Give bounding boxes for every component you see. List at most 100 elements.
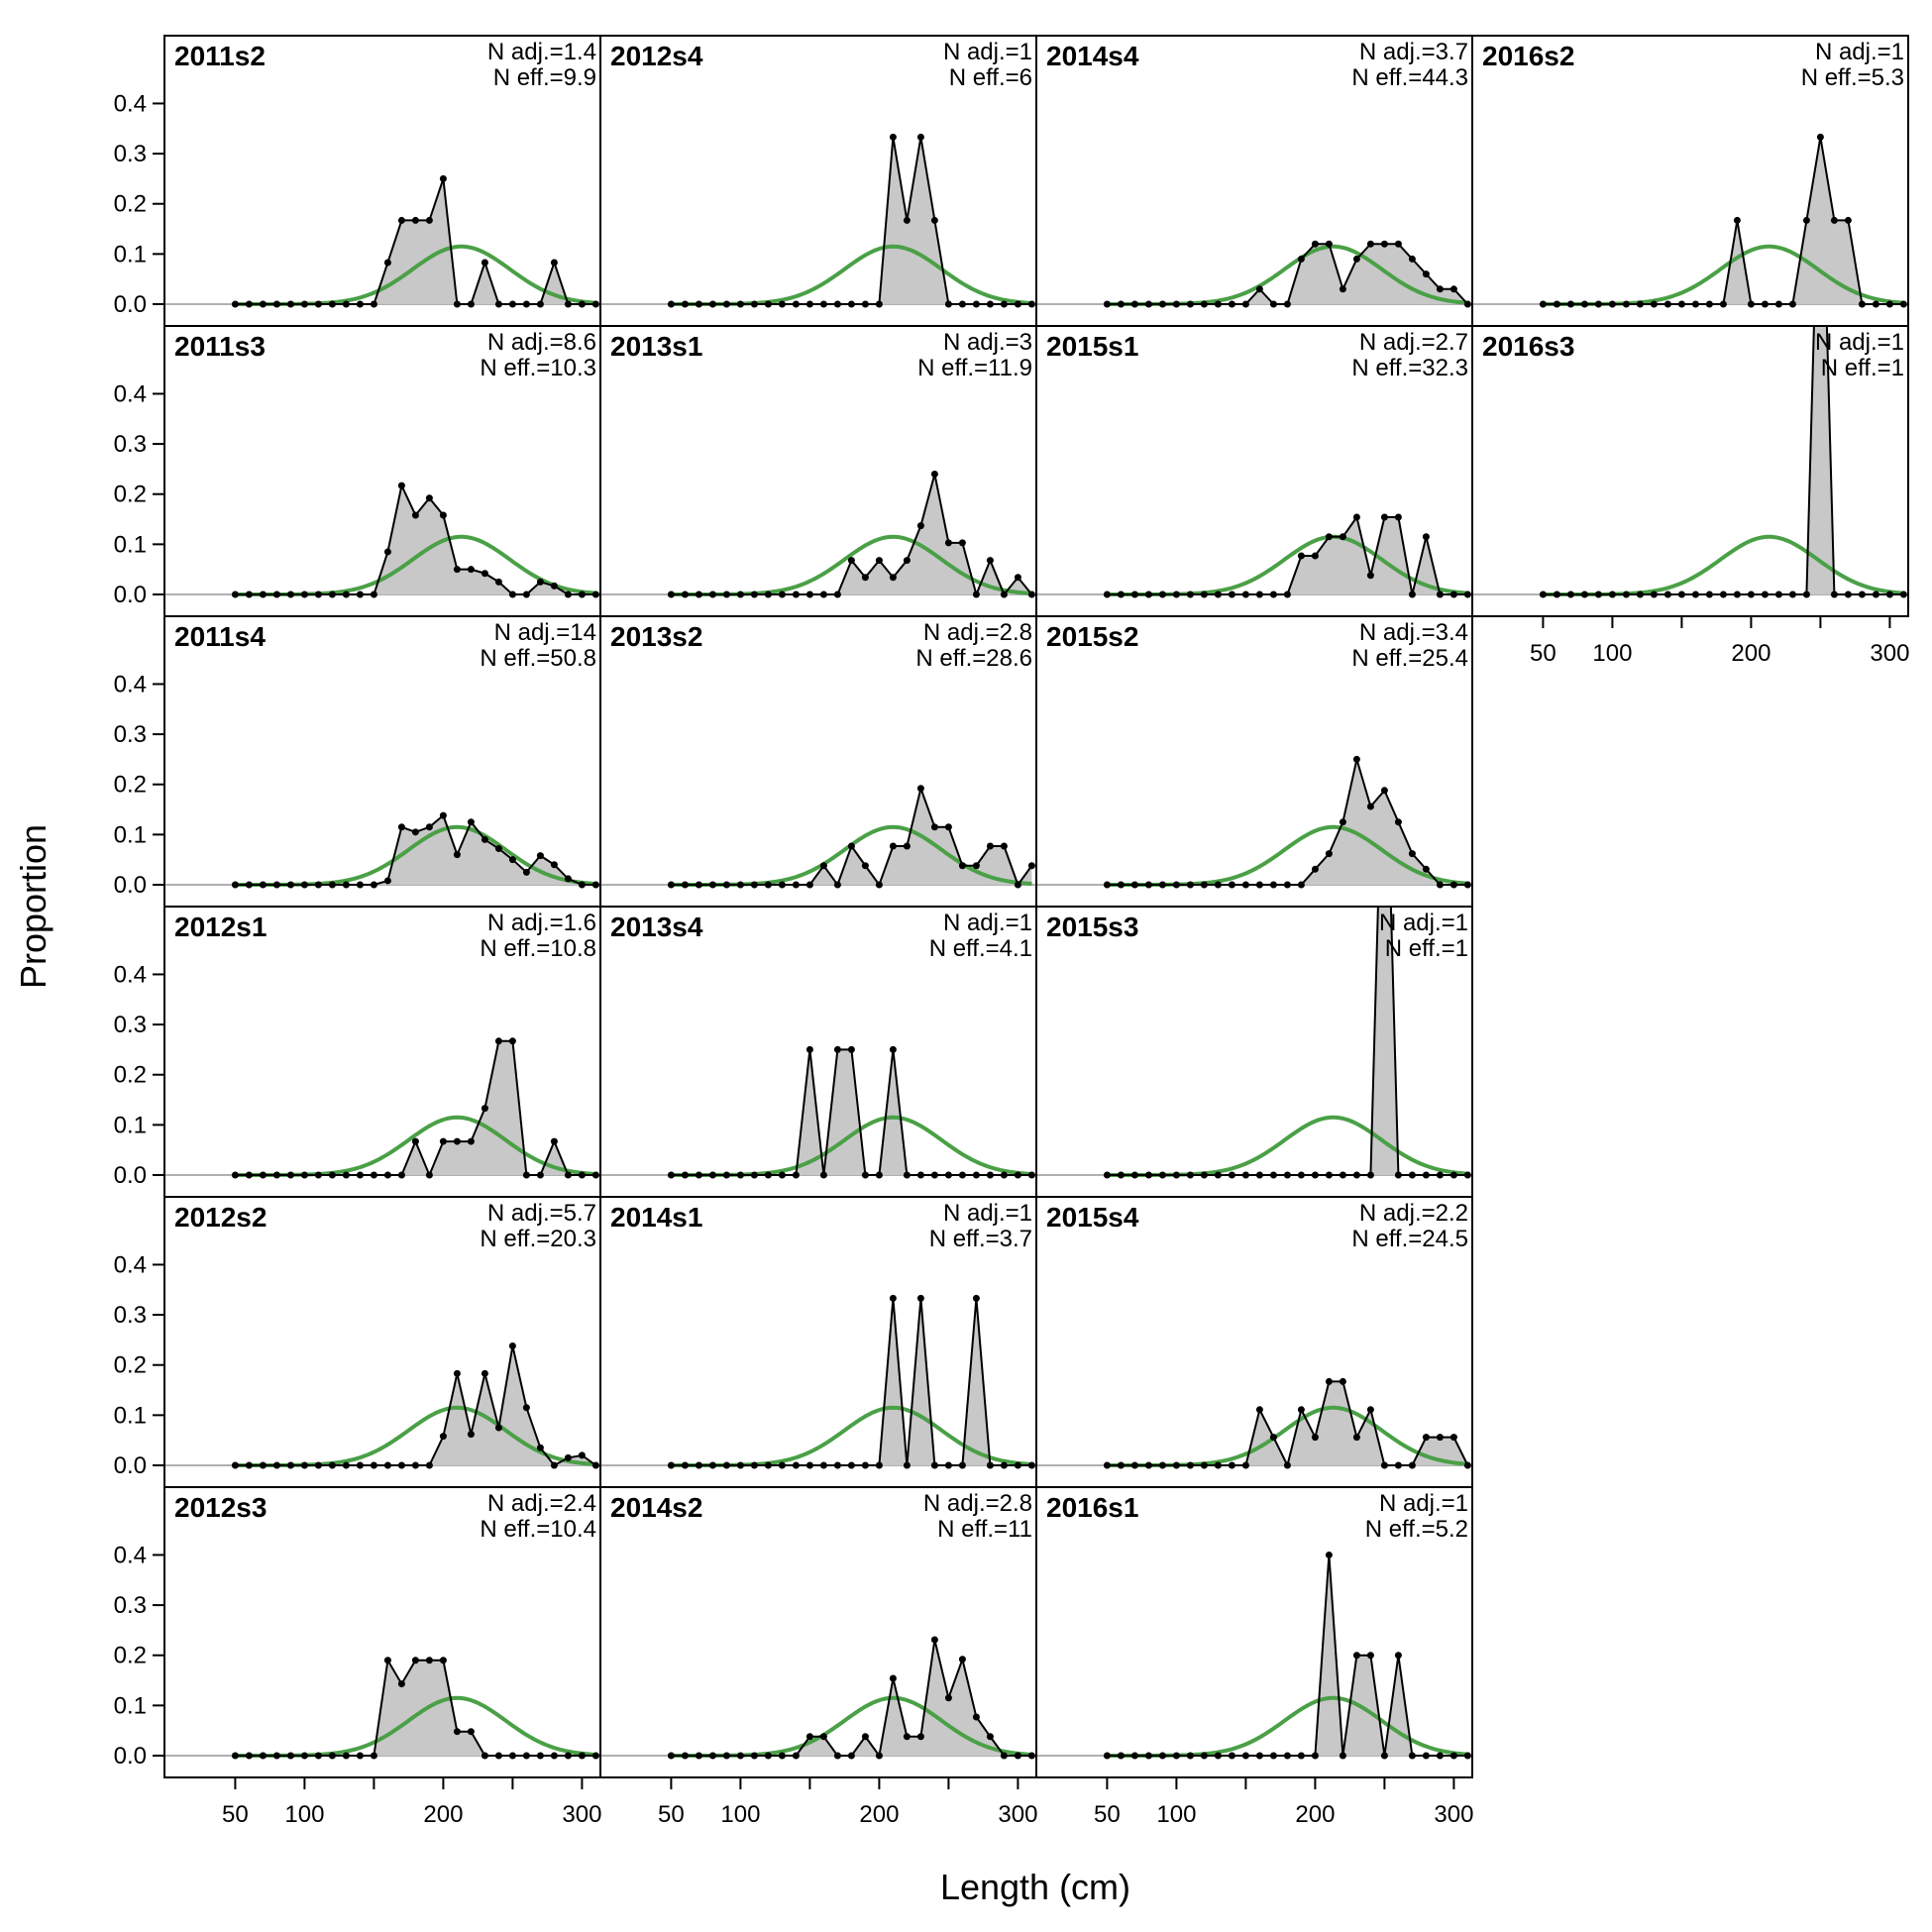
observed-point — [1283, 1171, 1291, 1179]
observed-point — [342, 1171, 350, 1179]
observed-point — [1269, 590, 1277, 598]
observed-point — [875, 1171, 883, 1179]
observed-point — [1566, 300, 1574, 308]
n-eff-label: N eff.=11 — [937, 1516, 1032, 1543]
observed-point — [1352, 255, 1360, 263]
observed-point — [425, 1657, 433, 1664]
observed-point — [1214, 590, 1222, 598]
observed-point — [300, 590, 308, 598]
observed-point — [1691, 590, 1699, 598]
observed-point — [1408, 1461, 1416, 1469]
observed-point — [467, 818, 475, 826]
n-adj-label: N adj.=1.6 — [487, 910, 596, 936]
observed-point — [1325, 1171, 1333, 1179]
observed-point — [1352, 755, 1360, 763]
y-tick-label: 0.2 — [114, 191, 147, 218]
observed-point — [564, 1171, 572, 1179]
observed-line — [671, 137, 1032, 305]
panels-layer: 2011s2 N adj.=1.4N eff.=9.9 2011s3 N adj.=8… — [163, 35, 1909, 1778]
panel-label: 2013s1 — [610, 331, 702, 362]
observed-point — [1422, 533, 1430, 541]
observed-point — [1283, 590, 1291, 598]
observed-point — [564, 1752, 572, 1760]
observed-point — [778, 300, 786, 308]
observed-point — [833, 1461, 841, 1469]
observed-point — [916, 1171, 924, 1179]
observed-point — [231, 881, 239, 889]
observed-point — [1580, 590, 1588, 598]
observed-point — [1463, 1752, 1471, 1760]
observed-point — [1014, 1752, 1021, 1760]
observed-point — [564, 300, 572, 308]
observed-point — [722, 1752, 730, 1760]
observed-point — [1311, 1434, 1319, 1442]
panel-label: 2013s4 — [610, 912, 703, 942]
observed-point — [439, 1433, 447, 1441]
observed-point — [259, 590, 267, 598]
observed-point — [722, 590, 730, 598]
observed-point — [1899, 300, 1907, 308]
observed-point — [667, 300, 675, 308]
panel-2012s1 — [164, 1037, 600, 1179]
observed-area — [671, 1640, 1032, 1756]
observed-point — [986, 1171, 994, 1179]
observed-point — [286, 881, 294, 889]
observed-point — [1352, 513, 1360, 521]
observed-point — [861, 1171, 869, 1179]
observed-point — [1255, 881, 1263, 889]
observed-point — [695, 300, 702, 308]
observed-point — [833, 1752, 841, 1760]
observed-point — [750, 300, 758, 308]
n-eff-label: N eff.=6 — [949, 64, 1032, 91]
panel-2014s4 — [1036, 240, 1472, 308]
panel-label: 2015s2 — [1046, 621, 1138, 652]
observed-point — [383, 1461, 391, 1469]
observed-line — [1107, 1555, 1468, 1757]
observed-point — [494, 1752, 502, 1760]
n-eff-label: N eff.=1 — [1821, 355, 1904, 381]
observed-point — [805, 1461, 813, 1469]
observed-point — [328, 1461, 336, 1469]
observed-point — [861, 862, 869, 870]
observed-point — [591, 881, 599, 889]
n-adj-label: N adj.=2.2 — [1359, 1200, 1468, 1227]
observed-point — [1761, 590, 1769, 598]
observed-point — [722, 300, 730, 308]
observed-area — [235, 1040, 596, 1175]
observed-point — [1000, 590, 1008, 598]
y-tick-label: 0.2 — [114, 772, 147, 799]
observed-point — [342, 300, 350, 308]
observed-point — [1325, 240, 1333, 248]
observed-point — [1339, 1752, 1346, 1760]
observed-point — [681, 300, 689, 308]
panel-border — [1035, 1486, 1473, 1778]
observed-point — [300, 881, 308, 889]
observed-point — [481, 1369, 488, 1377]
observed-point — [467, 300, 475, 308]
observed-point — [930, 823, 938, 831]
observed-point — [578, 881, 586, 889]
observed-point — [708, 1171, 716, 1179]
observed-point — [833, 590, 841, 598]
observed-point — [944, 1694, 952, 1702]
observed-point — [847, 1752, 855, 1760]
observed-point — [1103, 1171, 1111, 1179]
observed-point — [1463, 1461, 1471, 1469]
n-adj-label: N adj.=2.8 — [923, 619, 1032, 646]
observed-point — [1844, 590, 1852, 598]
panel-label: 2015s4 — [1046, 1202, 1139, 1233]
observed-point — [944, 823, 952, 831]
observed-point — [508, 1752, 516, 1760]
observed-point — [467, 566, 475, 574]
observed-point — [1539, 590, 1547, 598]
observed-point — [591, 1171, 599, 1179]
observed-point — [861, 300, 869, 308]
observed-point — [750, 1752, 758, 1760]
observed-point — [1130, 1461, 1138, 1469]
y-tick-label: 0.4 — [114, 671, 147, 698]
observed-point — [550, 259, 558, 267]
observed-point — [875, 557, 883, 565]
panel-2016s3 — [1472, 326, 1908, 598]
observed-point — [1539, 300, 1547, 308]
panel-label: 2016s1 — [1046, 1492, 1138, 1523]
